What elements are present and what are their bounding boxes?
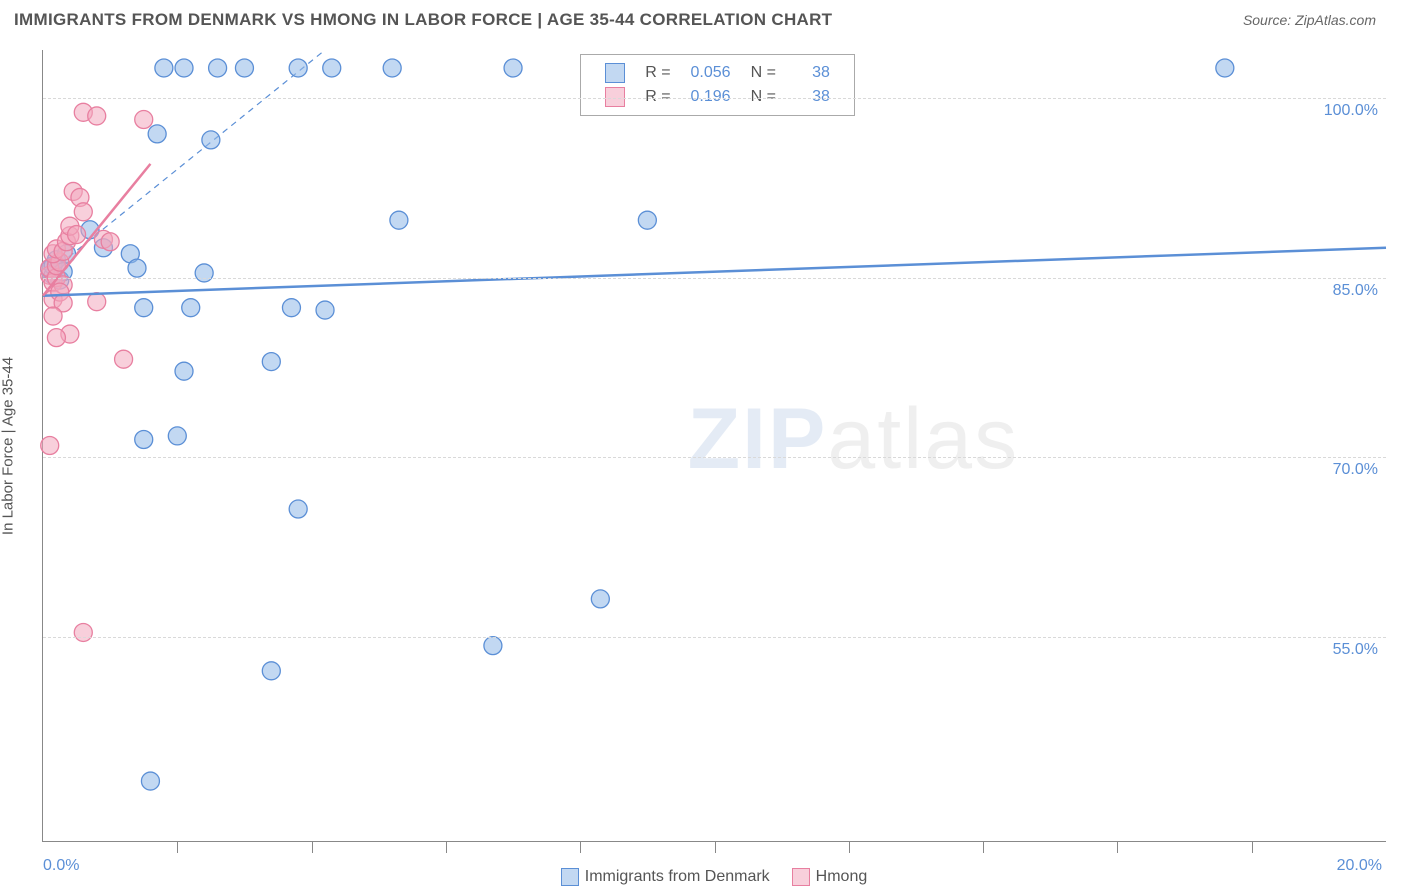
legend-r-value: 0.056 <box>681 61 741 85</box>
data-point <box>289 500 307 518</box>
data-point <box>323 59 341 77</box>
legend-swatch <box>561 868 579 886</box>
source-label: Source: ZipAtlas.com <box>1243 12 1376 28</box>
x-tick <box>177 841 178 853</box>
data-point <box>168 427 186 445</box>
data-point <box>44 307 62 325</box>
legend-series-label: Immigrants from Denmark <box>585 868 770 885</box>
x-tick <box>715 841 716 853</box>
data-point <box>175 362 193 380</box>
legend-n-label: N = <box>741 61 786 85</box>
legend-swatch <box>605 63 625 83</box>
x-tick <box>983 841 984 853</box>
chart-svg <box>43 50 1386 841</box>
data-point <box>262 353 280 371</box>
data-point <box>209 59 227 77</box>
data-point <box>141 772 159 790</box>
data-point <box>484 637 502 655</box>
legend-swatch <box>792 868 810 886</box>
legend-r-label: R = <box>635 61 680 85</box>
legend-series-label: Hmong <box>816 868 868 885</box>
gridline <box>43 98 1386 99</box>
gridline <box>43 457 1386 458</box>
x-tick <box>1117 841 1118 853</box>
data-point <box>135 299 153 317</box>
plot-area: ZIPatlas R = 0.056 N = 38 R = 0.196 N = … <box>42 50 1386 842</box>
data-point <box>591 590 609 608</box>
data-point <box>74 623 92 641</box>
legend-n-value: 38 <box>786 61 840 85</box>
x-tick <box>1252 841 1253 853</box>
data-point <box>101 233 119 251</box>
data-point <box>1216 59 1234 77</box>
data-point <box>390 211 408 229</box>
x-tick <box>849 841 850 853</box>
data-point <box>282 299 300 317</box>
data-point <box>148 125 166 143</box>
series-legend: Immigrants from Denmark Hmong <box>0 868 1406 886</box>
data-point <box>638 211 656 229</box>
y-tick-label: 55.0% <box>1333 641 1378 659</box>
y-axis-label: In Labor Force | Age 35-44 <box>0 357 17 535</box>
data-point <box>47 329 65 347</box>
title-bar: IMMIGRANTS FROM DENMARK VS HMONG IN LABO… <box>0 0 1406 36</box>
data-point <box>202 131 220 149</box>
gridline <box>43 278 1386 279</box>
y-tick-label: 70.0% <box>1333 461 1378 479</box>
data-point <box>182 299 200 317</box>
x-tick <box>580 841 581 853</box>
data-point <box>41 437 59 455</box>
source-name: ZipAtlas.com <box>1295 12 1376 28</box>
data-point <box>383 59 401 77</box>
regression-line <box>43 248 1386 296</box>
data-point <box>135 111 153 129</box>
data-point <box>262 662 280 680</box>
data-point <box>175 59 193 77</box>
y-tick-label: 85.0% <box>1333 282 1378 300</box>
data-point <box>88 107 106 125</box>
gridline <box>43 637 1386 638</box>
data-point <box>68 226 86 244</box>
data-point <box>289 59 307 77</box>
data-point <box>135 431 153 449</box>
x-tick <box>446 841 447 853</box>
data-point <box>74 203 92 221</box>
correlation-legend: R = 0.056 N = 38 R = 0.196 N = 38 <box>580 54 855 116</box>
data-point <box>155 59 173 77</box>
y-tick-label: 100.0% <box>1324 102 1378 120</box>
data-point <box>504 59 522 77</box>
data-point <box>88 293 106 311</box>
data-point <box>235 59 253 77</box>
data-point <box>195 264 213 282</box>
x-tick <box>312 841 313 853</box>
data-point <box>316 301 334 319</box>
chart-title: IMMIGRANTS FROM DENMARK VS HMONG IN LABO… <box>14 10 832 30</box>
data-point <box>115 350 133 368</box>
data-point <box>128 259 146 277</box>
